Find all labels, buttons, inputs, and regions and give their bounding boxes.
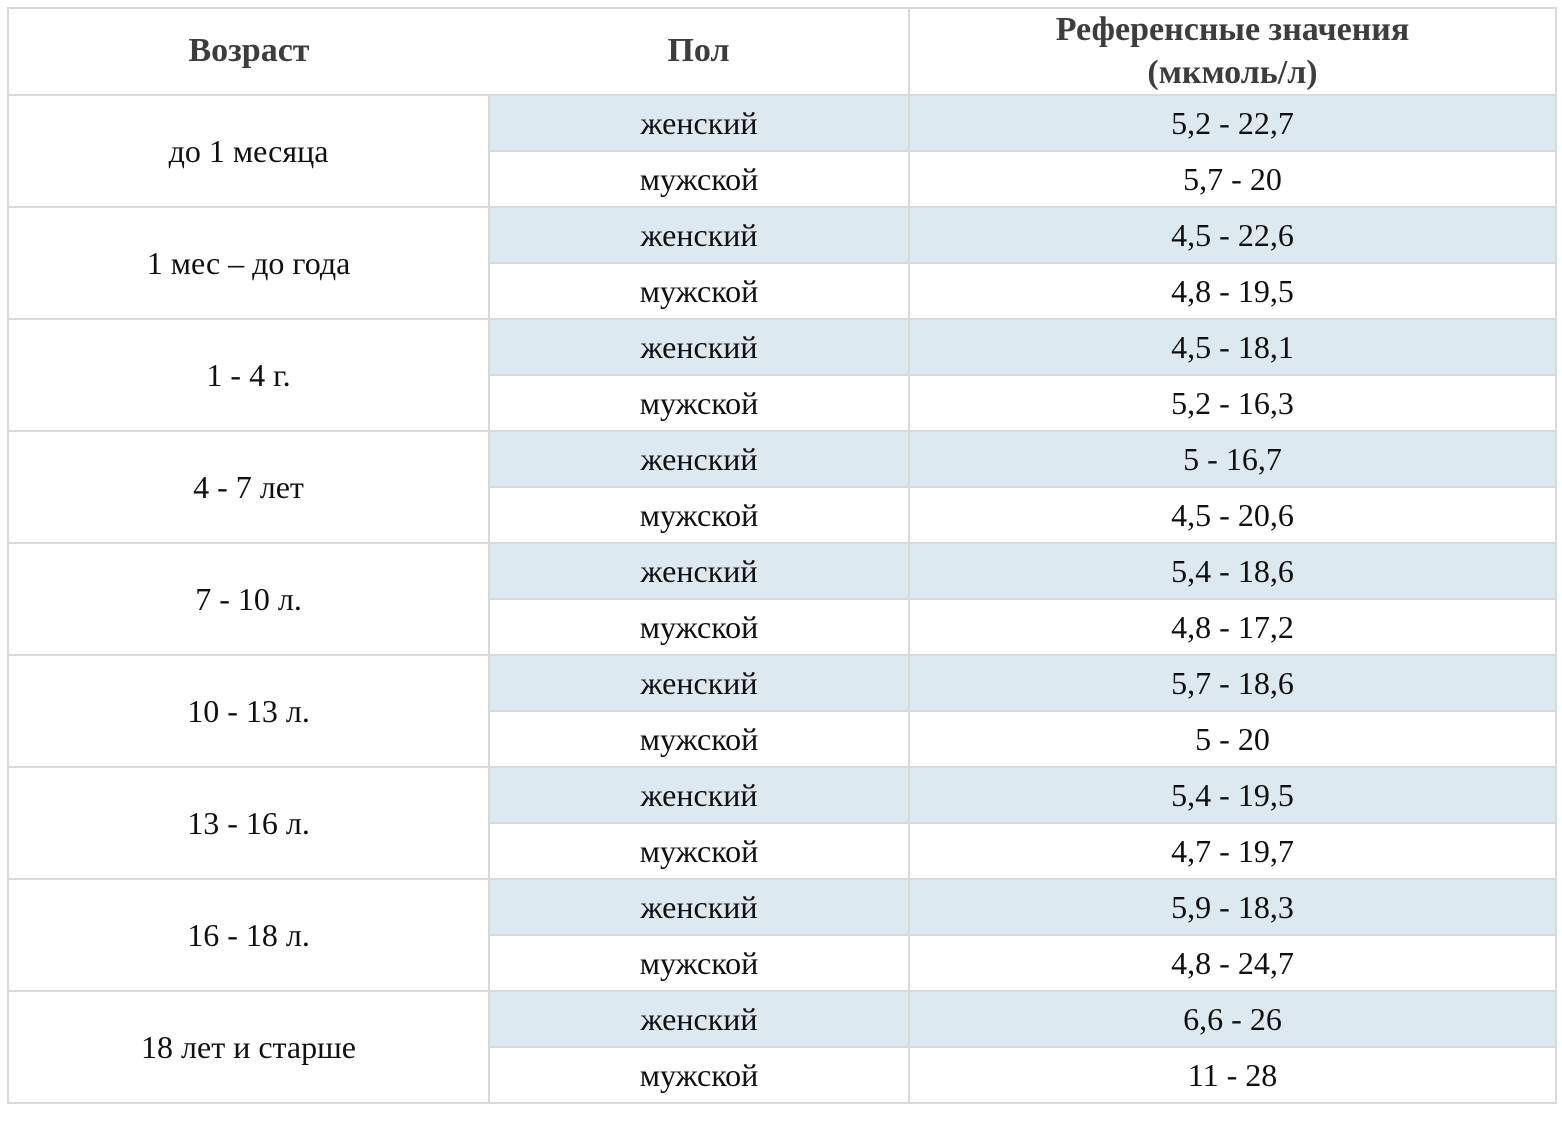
header-row: Возраст Пол Референсные значения (мкмоль… [7,7,1557,96]
value-cell: 5,2 - 16,3 [908,374,1557,432]
reference-values-table: Возраст Пол Референсные значения (мкмоль… [7,7,1557,1104]
table-header: Возраст Пол Референсные значения (мкмоль… [7,7,1557,96]
value-cell: 4,5 - 22,6 [908,206,1557,264]
age-cell: 10 - 13 л. [7,654,490,768]
col-header-age: Возраст [7,7,489,96]
gender-cell: женский [488,766,910,824]
value-cell: 11 - 28 [908,1046,1557,1104]
age-cell: 1 мес – до года [7,206,490,320]
table-row: мужской 5 - 20 [8,710,1557,768]
table-row: мужской 5,2 - 16,3 [8,374,1557,432]
value-cell: 4,5 - 20,6 [908,486,1557,544]
table-row: до 1 месяца женский 5,2 - 22,7 [7,94,1557,208]
gender-cell: мужской [488,598,910,656]
table-row: 4 - 7 лет женский 5 - 16,7 [7,430,1557,544]
table-row: мужской 4,7 - 19,7 [8,822,1557,880]
age-cell: 1 - 4 г. [7,318,490,432]
gender-cell: мужской [488,934,910,992]
gender-cell: женский [488,542,910,600]
gender-cell: мужской [488,710,910,768]
table-row: 13 - 16 л. женский 5,4 - 19,5 [7,766,1557,880]
value-cell: 5 - 16,7 [908,430,1557,488]
gender-cell: женский [488,94,910,152]
table-row: 7 - 10 л. женский 5,4 - 18,6 [7,542,1557,656]
table-row: мужской 5,7 - 20 [8,150,1557,208]
gender-cell: женский [488,878,910,936]
value-cell: 4,8 - 19,5 [908,262,1557,320]
age-cell: 13 - 16 л. [7,766,490,880]
table-row: мужской 4,8 - 19,5 [8,262,1557,320]
value-cell: 5,7 - 18,6 [908,654,1557,712]
value-cell: 4,8 - 17,2 [908,598,1557,656]
table-row: 10 - 13 л. женский 5,7 - 18,6 [7,654,1557,768]
gender-cell: женский [488,318,910,376]
age-cell: 7 - 10 л. [7,542,490,656]
col-header-gender: Пол [489,7,910,96]
age-cell: до 1 месяца [7,94,490,208]
table-row: мужской 4,5 - 20,6 [8,486,1557,544]
gender-cell: мужской [488,1046,910,1104]
table-row: 1 - 4 г. женский 4,5 - 18,1 [7,318,1557,432]
gender-cell: мужской [488,150,910,208]
age-cell: 18 лет и старше [7,990,490,1104]
age-cell: 16 - 18 л. [7,878,490,992]
table-row: 1 мес – до года женский 4,5 - 22,6 [7,206,1557,320]
gender-cell: мужской [488,374,910,432]
gender-cell: мужской [488,486,910,544]
gender-cell: женский [488,654,910,712]
value-cell: 5 - 20 [908,710,1557,768]
value-cell: 4,7 - 19,7 [908,822,1557,880]
value-cell: 4,5 - 18,1 [908,318,1557,376]
value-cell: 5,4 - 19,5 [908,766,1557,824]
value-cell: 5,9 - 18,3 [908,878,1557,936]
gender-cell: мужской [488,262,910,320]
gender-cell: женский [488,206,910,264]
gender-cell: женский [488,990,910,1048]
value-cell: 5,2 - 22,7 [908,94,1557,152]
col-header-values: Референсные значения (мкмоль/л) [908,7,1557,96]
table-row: мужской 4,8 - 17,2 [8,598,1557,656]
value-cell: 5,7 - 20 [908,150,1557,208]
table-row: 18 лет и старше женский 6,6 - 26 [7,990,1557,1104]
age-cell: 4 - 7 лет [7,430,490,544]
table-row: мужской 4,8 - 24,7 [8,934,1557,992]
gender-cell: женский [488,430,910,488]
table-body: до 1 месяца женский 5,2 - 22,7 мужской 5… [7,94,1557,1104]
value-cell: 4,8 - 24,7 [908,934,1557,992]
table-row: мужской 11 - 28 [8,1046,1557,1104]
value-cell: 5,4 - 18,6 [908,542,1557,600]
gender-cell: мужской [488,822,910,880]
value-cell: 6,6 - 26 [908,990,1557,1048]
table-row: 16 - 18 л. женский 5,9 - 18,3 [7,878,1557,992]
